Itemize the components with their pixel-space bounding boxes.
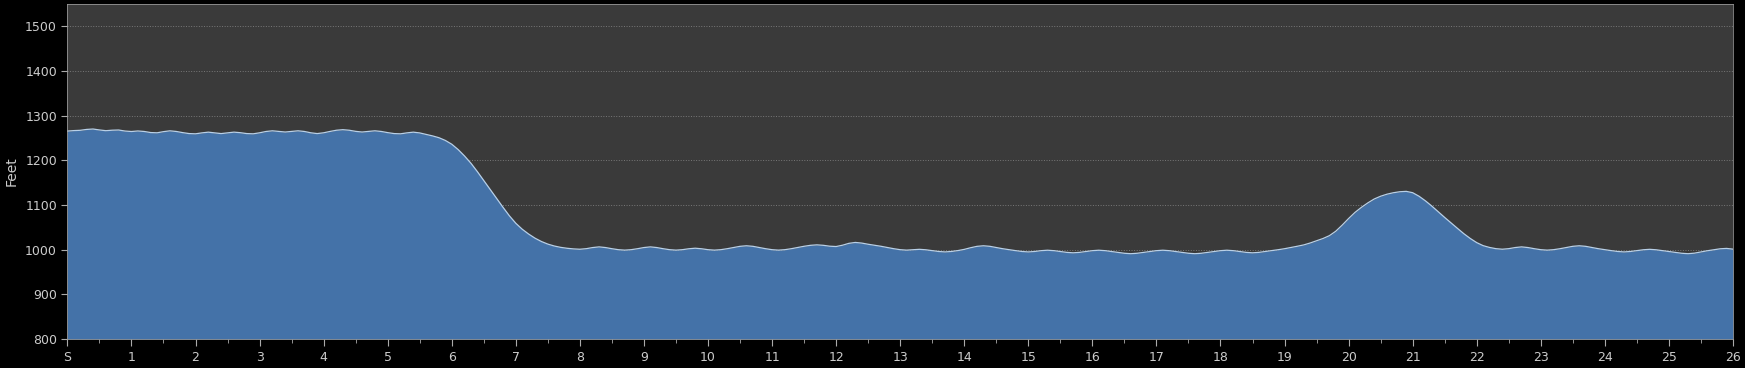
Y-axis label: Feet: Feet [3, 157, 17, 187]
